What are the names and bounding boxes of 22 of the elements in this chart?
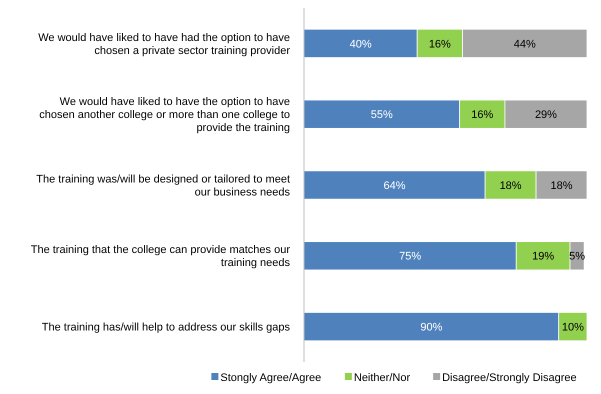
y-tick-label: The training that the college can provide matches our training needs: [30, 244, 290, 270]
data-label: 18%: [550, 180, 573, 192]
y-tick-label: The training has/will help to address our skills gaps: [42, 321, 290, 334]
legend-label: Neither/Nor: [354, 372, 410, 384]
data-label: 40%: [350, 38, 372, 50]
data-label: 55%: [370, 109, 394, 122]
data-label: 16%: [428, 38, 452, 50]
data-label: 5%: [569, 250, 586, 263]
data-label: 44%: [514, 38, 536, 50]
data-label: 64%: [384, 180, 406, 192]
data-label: 18%: [500, 180, 522, 192]
data-label: 19%: [532, 250, 554, 263]
legend-label: Stongly Agree/Agree: [220, 372, 322, 384]
data-label: 90%: [420, 321, 443, 334]
y-tick-label: We would have liked to have had the option to have chosen a private sector training provider: [38, 32, 290, 57]
y-tick-label: The training was/will be designed or tailored to meet our business needs: [36, 173, 290, 198]
data-label: 75%: [399, 250, 422, 263]
y-tick-label: We would have liked to have the option to have chosen another college or more than one college to provide the training: [39, 96, 290, 134]
legend-label: Disagree/Strongly Disagree: [442, 372, 577, 384]
data-label: 10%: [562, 321, 584, 334]
data-label: 16%: [471, 109, 494, 122]
data-label: 29%: [534, 109, 558, 122]
